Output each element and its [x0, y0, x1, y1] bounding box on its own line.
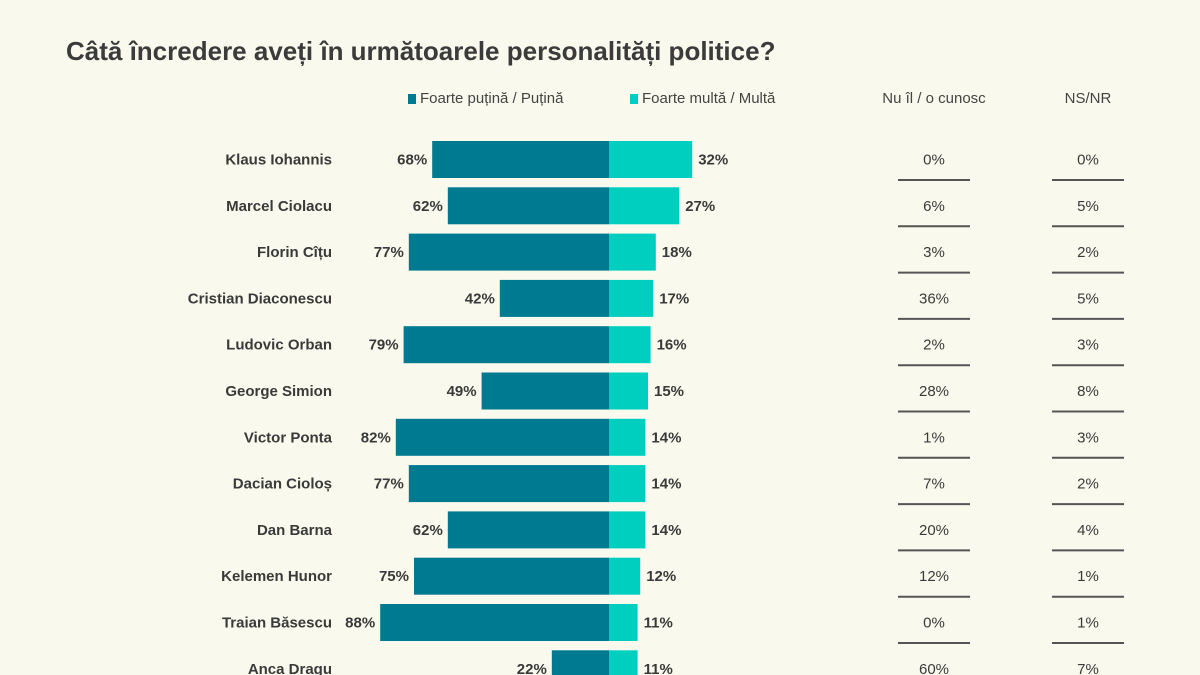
data-label-high-trust: 11% — [644, 661, 673, 675]
bar-high-trust — [609, 279, 654, 317]
bar-low-trust — [499, 279, 609, 317]
bar-high-trust — [609, 326, 651, 364]
table-value: 0% — [923, 615, 945, 632]
table-value: 2% — [1077, 476, 1099, 493]
category-label: Traian Băsescu — [222, 615, 332, 632]
bar-high-trust — [609, 650, 638, 675]
category-label: Dacian Cioloș — [233, 476, 332, 493]
data-label-high-trust: 14% — [651, 429, 681, 446]
table-value: 7% — [1077, 661, 1099, 675]
table-value: 6% — [923, 198, 945, 215]
bar-high-trust — [609, 511, 646, 549]
data-label-low-trust: 82% — [361, 429, 391, 446]
table-value: 7% — [923, 476, 945, 493]
legend-swatch — [408, 93, 416, 104]
table-value: 36% — [919, 290, 949, 307]
data-label-low-trust: 62% — [413, 198, 443, 215]
table-value: 3% — [923, 244, 945, 261]
data-label-low-trust: 42% — [465, 290, 495, 307]
bar-low-trust — [447, 187, 609, 225]
data-label-high-trust: 18% — [662, 244, 692, 261]
table-value: 2% — [1077, 244, 1099, 261]
table-value: 60% — [919, 661, 949, 675]
data-label-low-trust: 49% — [447, 383, 477, 400]
data-label-high-trust: 16% — [657, 337, 687, 354]
table-value: 1% — [1077, 615, 1099, 632]
legend-item-high-trust: Foarte multă / Multă — [630, 90, 775, 107]
data-label-low-trust: 79% — [369, 337, 399, 354]
bar-low-trust — [432, 141, 609, 178]
legend-label: Foarte puțină / Puțină — [420, 90, 564, 107]
data-label-high-trust: 14% — [651, 522, 681, 539]
bar-low-trust — [481, 372, 609, 410]
category-label: Ludovic Orban — [226, 337, 332, 354]
category-label: Anca Dragu — [248, 661, 332, 675]
bar-low-trust — [380, 604, 609, 641]
table-value: 2% — [923, 337, 945, 354]
chart-title: Câtă încredere aveți în următoarele pers… — [66, 36, 776, 66]
bar-low-trust — [395, 418, 609, 456]
bar-high-trust — [609, 557, 641, 595]
table-value: 1% — [923, 429, 945, 446]
table-value: 8% — [1077, 383, 1099, 400]
bar-high-trust — [609, 372, 648, 410]
bar-low-trust — [414, 557, 609, 595]
data-label-low-trust: 77% — [374, 476, 404, 493]
table-value: 5% — [1077, 198, 1099, 215]
data-label-low-trust: 62% — [413, 522, 443, 539]
category-label: Marcel Ciolacu — [226, 198, 332, 215]
data-label-low-trust: 68% — [397, 152, 427, 169]
bar-high-trust — [609, 233, 656, 271]
category-label: George Simion — [225, 383, 332, 400]
data-label-high-trust: 17% — [659, 290, 689, 307]
column-header-nsnr: NS/NR — [1064, 90, 1112, 107]
data-label-low-trust: 77% — [374, 244, 404, 261]
data-label-high-trust: 27% — [685, 198, 715, 215]
bar-high-trust — [609, 604, 638, 641]
table-value: 12% — [919, 568, 949, 585]
legend-swatch — [630, 93, 638, 104]
bar-low-trust — [551, 650, 609, 675]
data-label-low-trust: 22% — [517, 661, 547, 675]
category-label: Dan Barna — [257, 522, 333, 539]
bar-low-trust — [408, 233, 609, 271]
bar-high-trust — [609, 465, 646, 503]
table-value: 1% — [1077, 568, 1099, 585]
data-label-high-trust: 15% — [654, 383, 684, 400]
category-label: Kelemen Hunor — [221, 568, 332, 585]
category-label: Klaus Iohannis — [225, 152, 332, 169]
table-value: 3% — [1077, 337, 1099, 354]
bar-high-trust — [609, 141, 693, 178]
bar-low-trust — [403, 326, 609, 364]
column-header-unknown: Nu îl / o cunosc — [882, 90, 986, 107]
bar-low-trust — [408, 465, 609, 503]
category-label: Florin Cîțu — [257, 244, 332, 261]
legend-label: Foarte multă / Multă — [642, 90, 776, 107]
table-value: 5% — [1077, 290, 1099, 307]
data-label-high-trust: 12% — [646, 568, 676, 585]
table-value: 0% — [923, 152, 945, 169]
category-label: Cristian Diaconescu — [188, 290, 332, 307]
data-label-high-trust: 14% — [651, 476, 681, 493]
data-label-low-trust: 88% — [345, 615, 375, 632]
bar-low-trust — [447, 511, 609, 549]
data-label-low-trust: 75% — [379, 568, 409, 585]
table-value: 28% — [919, 383, 949, 400]
data-label-high-trust: 32% — [698, 152, 728, 169]
legend-item-low-trust: Foarte puțină / Puțină — [408, 90, 563, 107]
table-value: 0% — [1077, 152, 1099, 169]
table-value: 20% — [919, 522, 949, 539]
category-label: Victor Ponta — [244, 429, 333, 446]
table-value: 3% — [1077, 429, 1099, 446]
bar-high-trust — [609, 187, 680, 225]
data-label-high-trust: 11% — [644, 615, 673, 632]
table-value: 4% — [1077, 522, 1099, 539]
bar-high-trust — [609, 418, 646, 456]
